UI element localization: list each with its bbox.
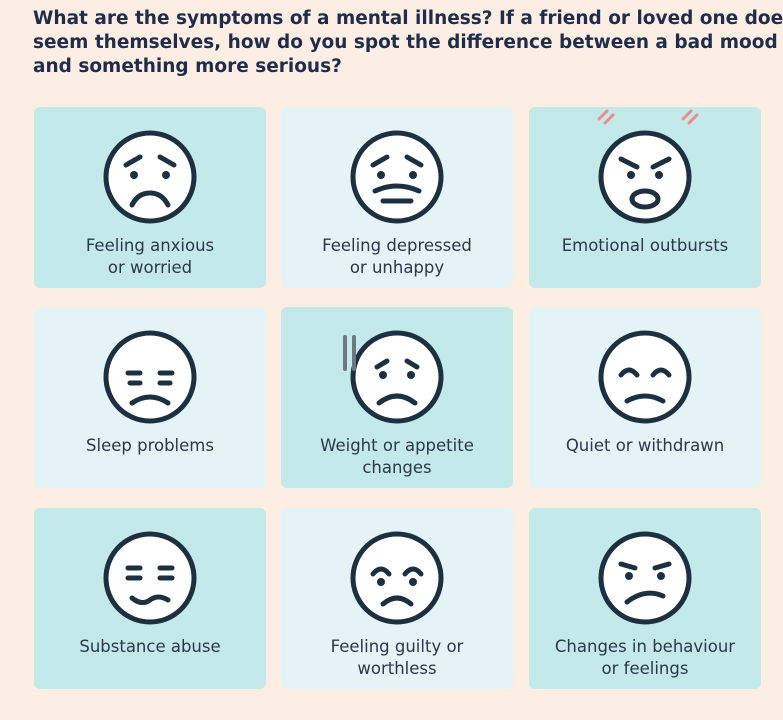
card-grid: Feeling anxious or worried Feeling depress… (34, 107, 761, 689)
card-label: or unhappy (350, 258, 445, 277)
card-label: changes (362, 458, 431, 477)
card-label: Changes in behaviour (555, 637, 735, 656)
card: Weight or appetite changes (281, 307, 513, 488)
title-line: seem themselves, how do you spot the dif… (33, 32, 778, 53)
title-line: and something more serious? (33, 56, 342, 77)
card: Changes in behaviour or feelings (529, 508, 761, 689)
face-icon (103, 531, 197, 625)
card-label: Sleep problems (86, 436, 214, 455)
card: Feeling depressed or unhappy (281, 107, 513, 288)
card: Quiet or withdrawn (529, 307, 761, 488)
card: Emotional outbursts (529, 107, 761, 288)
card: Sleep problems (34, 307, 266, 488)
card: Substance abuse (34, 508, 266, 689)
face-icon (598, 531, 692, 625)
face-icon (343, 330, 444, 424)
face-icon (350, 130, 444, 224)
card-label: or feelings (602, 659, 689, 678)
card-label: Feeling guilty or (331, 637, 464, 656)
card-label: Feeling depressed (322, 236, 472, 255)
face-icon (598, 330, 692, 424)
header: What are the symptoms of a mental illnes… (33, 8, 783, 77)
card-label: Feeling anxious (86, 236, 214, 255)
card-label: Weight or appetite (320, 436, 474, 455)
card-label: or worried (108, 258, 192, 277)
face-icon (103, 330, 197, 424)
face-icon (103, 130, 197, 224)
face-icon (597, 109, 699, 224)
face-icon (350, 531, 444, 625)
card-label: worthless (357, 659, 436, 678)
title-line: What are the symptoms of a mental illnes… (33, 8, 783, 29)
card-label: Emotional outbursts (562, 236, 729, 255)
card: Feeling anxious or worried (34, 107, 266, 288)
card-label: Quiet or withdrawn (566, 436, 724, 455)
card: Feeling guilty or worthless (281, 508, 513, 689)
card-label: Substance abuse (79, 637, 220, 656)
